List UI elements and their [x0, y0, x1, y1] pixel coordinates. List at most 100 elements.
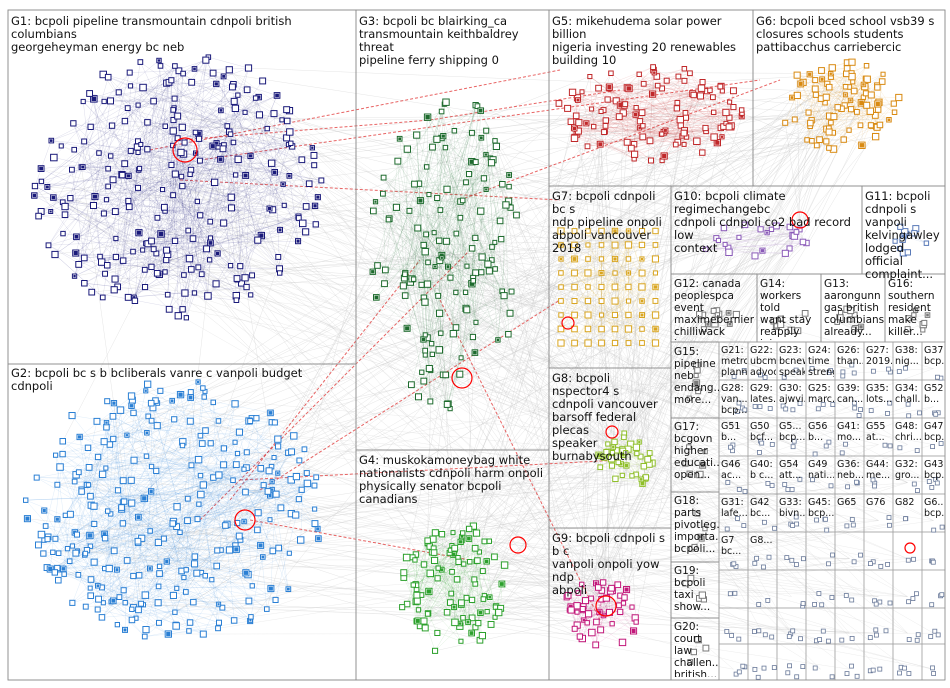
node: [849, 517, 855, 522]
node-fill: [313, 204, 317, 208]
node: [598, 283, 605, 290]
node: [71, 478, 78, 485]
node: [885, 562, 890, 567]
node-fill: [268, 586, 273, 591]
node: [295, 496, 302, 503]
node: [118, 504, 125, 511]
node: [476, 549, 482, 555]
node-fill: [374, 295, 379, 300]
node-fill: [808, 72, 812, 76]
node: [611, 297, 619, 305]
node-fill: [210, 144, 215, 148]
node: [191, 290, 198, 296]
node: [135, 572, 143, 579]
node: [429, 143, 436, 151]
node: [849, 597, 855, 603]
node: [564, 592, 572, 599]
node: [67, 195, 74, 202]
node: [119, 477, 127, 485]
node-fill: [480, 136, 483, 140]
node: [598, 108, 604, 115]
node: [625, 283, 632, 291]
node: [621, 434, 627, 441]
node: [939, 592, 945, 598]
node-fill: [653, 327, 658, 331]
node: [189, 235, 197, 242]
node: [380, 190, 386, 197]
node-fill: [460, 535, 463, 538]
node: [392, 203, 400, 211]
node: [593, 618, 600, 626]
node: [179, 182, 186, 190]
node: [157, 63, 164, 69]
node-fill: [398, 137, 401, 141]
node: [880, 71, 886, 77]
node: [271, 455, 277, 461]
node: [846, 127, 852, 133]
node: [892, 238, 898, 244]
node-fill: [55, 517, 59, 521]
node: [703, 246, 709, 252]
node: [61, 571, 67, 577]
node: [197, 490, 205, 499]
node: [283, 134, 291, 142]
node-fill: [859, 325, 863, 329]
node: [694, 367, 701, 374]
node: [914, 637, 920, 643]
node: [599, 579, 607, 586]
node: [35, 541, 42, 549]
node: [381, 280, 388, 288]
node: [171, 237, 179, 244]
node: [219, 145, 227, 153]
node: [139, 83, 147, 92]
node: [798, 636, 803, 642]
node: [558, 312, 564, 318]
node: [197, 157, 203, 164]
node: [42, 523, 49, 529]
node: [809, 366, 815, 371]
node: [198, 440, 206, 447]
node: [472, 529, 481, 537]
node: [125, 197, 132, 204]
node: [598, 227, 605, 235]
node: [69, 166, 75, 173]
node: [99, 470, 107, 479]
node: [207, 218, 214, 225]
node: [602, 594, 610, 602]
node: [686, 395, 692, 401]
node-fill: [728, 322, 732, 326]
node: [638, 241, 646, 249]
node-fill: [576, 98, 580, 102]
node: [930, 559, 936, 565]
node: [585, 610, 593, 618]
node: [40, 550, 47, 557]
node: [902, 665, 907, 671]
node: [929, 484, 935, 490]
node-fill: [469, 631, 474, 635]
node: [625, 256, 632, 262]
node: [198, 271, 205, 278]
node: [174, 112, 182, 120]
node: [931, 671, 936, 676]
node: [698, 591, 707, 599]
node: [710, 133, 718, 141]
node: [248, 292, 254, 298]
node: [651, 339, 660, 347]
node: [302, 203, 310, 210]
node: [94, 606, 101, 613]
node: [611, 283, 619, 291]
node: [418, 281, 425, 288]
node: [906, 637, 912, 642]
node-fill: [902, 234, 906, 238]
node: [469, 596, 476, 603]
node: [730, 87, 737, 95]
node: [71, 146, 78, 153]
node: [648, 157, 654, 164]
node: [420, 561, 428, 568]
node: [571, 269, 578, 277]
node: [867, 635, 873, 640]
node: [725, 123, 733, 131]
node: [587, 74, 593, 80]
node: [830, 113, 838, 121]
